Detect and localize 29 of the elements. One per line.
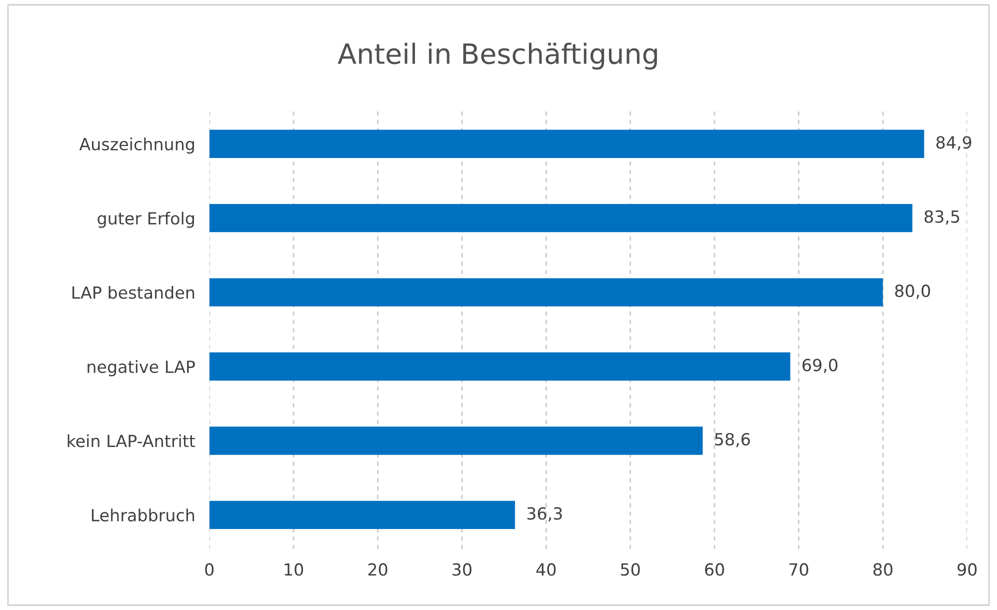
chart-title: Anteil in Beschäftigung <box>338 42 657 70</box>
y-tick-label: Lehrabbruch <box>92 508 194 522</box>
y-tick-label: kein LAP-Antritt <box>68 434 196 448</box>
x-tick-label: 30 <box>452 563 472 576</box>
data-label: 84,9 <box>936 136 972 150</box>
data-label: 69,0 <box>802 358 838 374</box>
bar <box>209 352 790 381</box>
bar <box>209 426 703 455</box>
y-tick-label: Auszeichnung <box>79 138 194 154</box>
y-tick-label: LAP bestanden <box>72 286 194 299</box>
bar <box>209 130 924 158</box>
x-tick-label: 0 <box>205 563 214 576</box>
bar <box>209 204 912 232</box>
y-tick-label: guter Erfolg <box>98 212 194 228</box>
x-tick-label: 50 <box>621 563 640 576</box>
y-tick-label: negative LAP <box>88 360 195 376</box>
data-label: 58,6 <box>715 432 750 448</box>
bar <box>209 500 515 530</box>
x-tick-label: 60 <box>705 563 724 576</box>
x-tick-label: 90 <box>958 563 977 576</box>
data-label: 83,5 <box>924 210 960 225</box>
x-tick-label: 10 <box>284 563 304 576</box>
data-label: 80,0 <box>895 284 930 299</box>
x-tick-label: 70 <box>789 563 808 576</box>
x-tick-label: 40 <box>536 563 556 576</box>
x-tick-label: 80 <box>873 563 892 576</box>
x-tick-label: 20 <box>368 563 388 576</box>
data-label: 36,3 <box>527 507 562 522</box>
bar <box>209 278 883 306</box>
